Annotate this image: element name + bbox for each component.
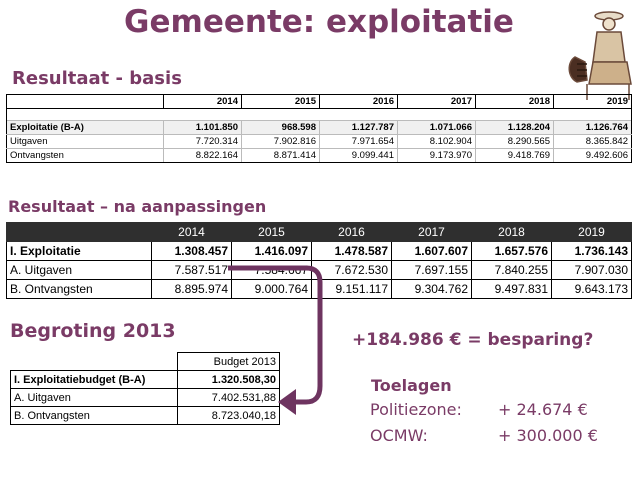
- table-resultaat-aanpassingen: 2014 2015 2016 2017 2018 2019 I. Exploit…: [6, 222, 632, 299]
- row-label: B. Ontvangsten: [6, 279, 152, 299]
- section-title-aanpassingen: Resultaat – na aanpassingen: [8, 197, 267, 216]
- cell: 1.126.764: [553, 120, 632, 135]
- table-row: B. Ontvangsten 8.723.040,18: [10, 406, 280, 425]
- year-header: 2018: [471, 222, 552, 242]
- figurine-logo-icon: [568, 11, 632, 100]
- year-header: 2015: [241, 94, 320, 109]
- spacer: [6, 108, 632, 121]
- row-label: B. Ontvangsten: [10, 406, 178, 425]
- cell: 7.402.531,88: [176, 388, 280, 407]
- toelage-value-politiezone: + 24.674 €: [498, 400, 588, 419]
- cell: 1.736.143: [551, 241, 632, 261]
- section-title-basis: Resultaat - basis: [12, 68, 182, 89]
- cell: 9.151.117: [311, 279, 392, 299]
- toelage-label-politiezone: Politiezone:: [370, 400, 462, 419]
- row-label: Ontvangsten: [6, 148, 164, 163]
- cell: 1.308.457: [151, 241, 232, 261]
- table-row: I. Exploitatiebudget (B-A) 1.320.508,30: [10, 370, 280, 389]
- table-begroting-2013: Budget 2013 I. Exploitatiebudget (B-A) 1…: [10, 352, 280, 425]
- cell: 9.000.764: [231, 279, 312, 299]
- cell: 1.127.787: [319, 120, 398, 135]
- table-row: I. Exploitatie 1.308.457 1.416.097 1.478…: [6, 241, 632, 261]
- table-header-row: 2014 2015 2016 2017 2018 2019: [6, 222, 632, 242]
- cell: 8.723.040,18: [176, 406, 280, 425]
- table-resultaat-basis: 2014 2015 2016 2017 2018 2019 Exploitati…: [6, 94, 632, 163]
- cell: 9.643.173: [551, 279, 632, 299]
- saving-statement: +184.986 € = besparing?: [352, 330, 594, 350]
- year-header: 2016: [311, 222, 392, 242]
- cell: 7.840.255: [471, 260, 552, 280]
- table-row: B. Ontvangsten 8.895.974 9.000.764 9.151…: [6, 279, 632, 299]
- toelage-value-ocmw: + 300.000 €: [498, 426, 598, 445]
- cell: 1.071.066: [397, 120, 476, 135]
- section-title-begroting: Begroting 2013: [10, 320, 176, 342]
- toelage-label-ocmw: OCMW:: [370, 426, 428, 445]
- year-header: 2014: [163, 94, 242, 109]
- table-row: A. Uitgaven 7.402.531,88: [10, 388, 280, 407]
- cell: 9.304.762: [391, 279, 472, 299]
- table-row: Uitgaven 7.720.314 7.902.816 7.971.654 8…: [6, 134, 632, 149]
- cell: 9.492.606: [553, 148, 632, 163]
- year-header: 2019: [553, 94, 632, 109]
- cell: 9.497.831: [471, 279, 552, 299]
- table-header-row: 2014 2015 2016 2017 2018 2019: [6, 94, 632, 109]
- page-title: Gemeente: exploitatie: [124, 4, 514, 40]
- table-header-empty: [6, 94, 164, 109]
- row-label: A. Uitgaven: [10, 388, 178, 407]
- year-header: 2016: [319, 94, 398, 109]
- row-label: I. Exploitatiebudget (B-A): [10, 370, 178, 389]
- year-header: 2018: [475, 94, 554, 109]
- table-row: Ontvangsten 8.822.164 8.871.414 9.099.44…: [6, 148, 632, 163]
- cell: 8.895.974: [151, 279, 232, 299]
- year-header: 2017: [397, 94, 476, 109]
- cell: 1.101.850: [163, 120, 242, 135]
- cell: 7.697.155: [391, 260, 472, 280]
- toelagen-title: Toelagen: [371, 376, 452, 395]
